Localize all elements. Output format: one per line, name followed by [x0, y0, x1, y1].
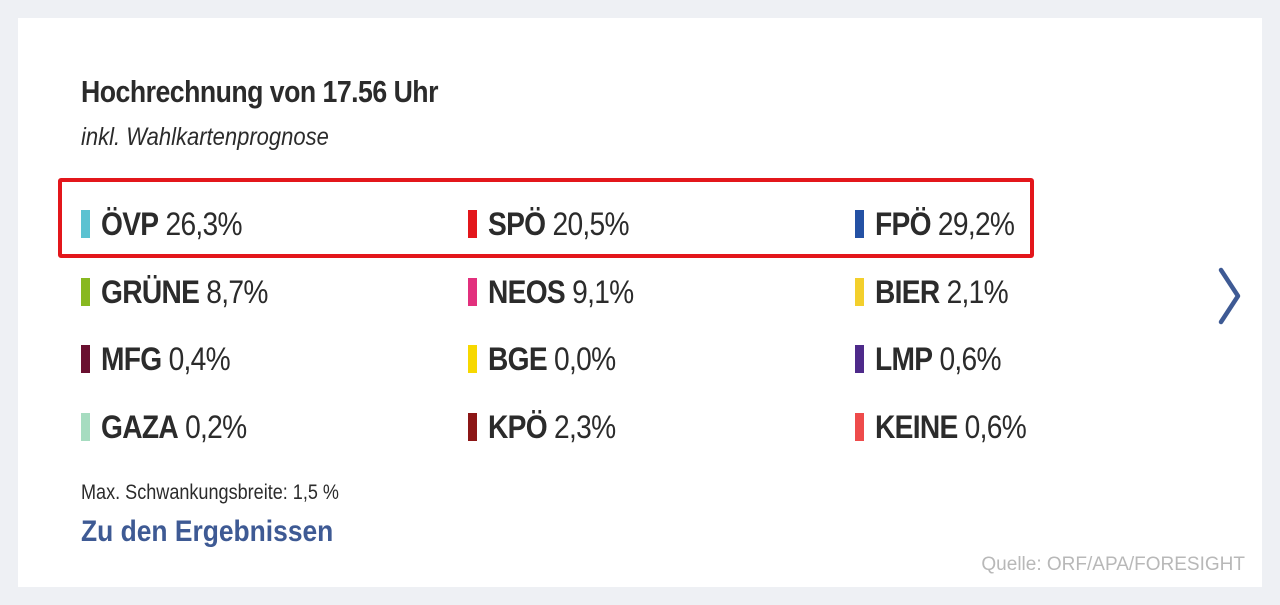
party-percent: 9,1%	[572, 273, 634, 310]
party-percent: 2,1%	[946, 273, 1009, 310]
party-gruene: GRÜNE 8,7%	[81, 272, 290, 312]
party-name: GRÜNE	[101, 273, 200, 310]
chevron-right-icon[interactable]	[1214, 264, 1244, 328]
party-mfg: MFG 0,4%	[81, 339, 248, 379]
party-percent: 0,4%	[168, 340, 231, 377]
party-name: LMP	[875, 340, 933, 377]
party-oevp: ÖVP 26,3%	[81, 204, 261, 244]
party-percent: 0,6%	[939, 340, 1001, 377]
chevron-right-icon-graphic	[1218, 267, 1241, 325]
party-color-swatch	[855, 413, 864, 441]
party-fpoe: FPÖ 29,2%	[855, 204, 1033, 244]
party-color-swatch	[855, 278, 864, 306]
party-name: ÖVP	[101, 205, 159, 242]
party-color-swatch	[855, 210, 864, 238]
party-percent: 0,0%	[554, 340, 616, 377]
party-lmp: LMP 0,6%	[855, 339, 1018, 379]
party-color-swatch	[81, 413, 90, 441]
party-neos: NEOS 9,1%	[468, 272, 653, 312]
party-color-swatch	[81, 345, 90, 373]
party-percent: 0,6%	[964, 408, 1027, 445]
party-percent: 0,2%	[185, 408, 247, 445]
party-spoe: SPÖ 20,5%	[468, 204, 648, 244]
page-title: Hochrechnung von 17.56 Uhr	[81, 74, 438, 109]
page-subtitle: inkl. Wahlkartenprognose	[81, 123, 329, 151]
party-name: KPÖ	[488, 408, 548, 445]
results-link[interactable]: Zu den Ergebnissen	[81, 515, 334, 548]
party-percent: 2,3%	[554, 408, 616, 445]
results-card: Hochrechnung von 17.56 Uhr inkl. Wahlkar…	[18, 18, 1262, 587]
party-percent: 29,2%	[937, 205, 1015, 242]
party-bier: BIER 2,1%	[855, 272, 1026, 312]
party-percent: 8,7%	[206, 273, 268, 310]
party-color-swatch	[468, 210, 477, 238]
party-keine: KEINE 0,6%	[855, 407, 1047, 447]
party-kpoe: KPÖ 2,3%	[468, 407, 633, 447]
party-name: MFG	[101, 340, 162, 377]
chevron-path	[1218, 267, 1241, 325]
party-name: FPÖ	[875, 205, 931, 242]
party-color-swatch	[855, 345, 864, 373]
party-color-swatch	[468, 278, 477, 306]
party-bge: BGE 0,0%	[468, 339, 633, 379]
fluctuation-note: Max. Schwankungsbreite: 1,5 %	[81, 481, 339, 504]
party-gaza: GAZA 0,2%	[81, 407, 266, 447]
party-name: SPÖ	[488, 205, 546, 242]
party-name: BGE	[488, 340, 548, 377]
party-percent: 26,3%	[165, 205, 242, 242]
party-color-swatch	[81, 278, 90, 306]
party-name: GAZA	[101, 408, 179, 445]
source-credit: Quelle: ORF/APA/FORESIGHT	[981, 554, 1245, 575]
party-name: NEOS	[488, 273, 566, 310]
party-name: KEINE	[875, 408, 958, 445]
highlight-box	[58, 178, 1034, 258]
party-color-swatch	[468, 345, 477, 373]
party-color-swatch	[81, 210, 90, 238]
party-percent: 20,5%	[552, 205, 629, 242]
party-color-swatch	[468, 413, 477, 441]
party-name: BIER	[875, 273, 940, 310]
